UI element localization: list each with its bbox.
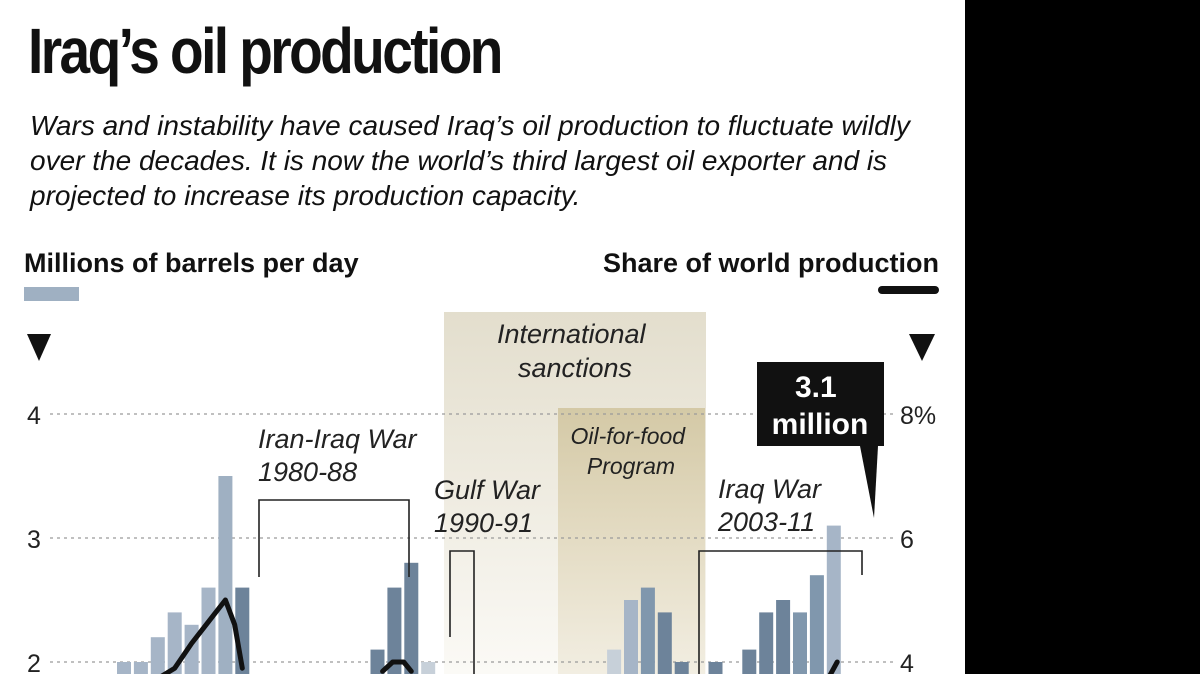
bars-legend-swatch: [24, 287, 79, 301]
production-bar: [404, 562, 419, 674]
share-line-segment: [827, 659, 840, 674]
production-bar: [607, 649, 622, 674]
left-tick-label: 3: [27, 526, 41, 554]
sanctions-annotation: International sanctions: [497, 319, 653, 383]
chart-canvas: Millions of barrels per day Share of wor…: [24, 248, 939, 674]
production-bar: [674, 662, 689, 674]
production-bar: [657, 612, 672, 674]
left-tick-label: 4: [27, 402, 41, 430]
production-bar: [117, 662, 131, 674]
production-bar: [809, 575, 824, 674]
callout-box: [757, 362, 884, 446]
chart-subtitle: Wars and instability have caused Iraq’s …: [30, 110, 910, 211]
iran-iraq-war-bracket: [258, 499, 410, 577]
infographic-panel: Iraq’s oil production Wars and instabili…: [0, 0, 965, 674]
right-axis-arrow-icon: [909, 334, 935, 361]
right-axis-label: Share of world production: [603, 248, 939, 278]
production-bar: [793, 612, 807, 674]
left-axis-label: Millions of barrels per day: [24, 248, 359, 278]
left-axis-arrow-icon: [27, 334, 51, 361]
production-bar: [150, 637, 165, 674]
share-line-segment: [160, 597, 245, 674]
production-bar: [826, 525, 841, 674]
production-bar: [708, 662, 723, 674]
share-line-segment: [380, 659, 414, 674]
production-bar: [387, 587, 402, 674]
oil-for-food-annotation: Oil-for-food Program: [570, 423, 691, 479]
production-bar: [167, 612, 182, 674]
page-title: Iraq’s oil production: [28, 15, 503, 87]
iran-iraq-war-annotation: Iran-Iraq War 1980-88: [258, 424, 424, 487]
line-legend-swatch: [878, 286, 939, 294]
share-line: [160, 597, 840, 674]
callout-label: 3.1 million: [772, 371, 869, 441]
production-bar: [640, 587, 655, 674]
gulf-war-annotation: Gulf War 1990-91: [434, 475, 548, 538]
production-bar: [759, 612, 774, 674]
iraq-war-bracket: [698, 550, 863, 674]
tick-labels: 4 3 2 8% 6 4: [27, 402, 936, 674]
production-bar: [776, 600, 791, 674]
production-bar: [218, 476, 233, 674]
right-tick-label: 4: [900, 650, 914, 674]
iraq-war-annotation: Iraq War 2003-11: [717, 474, 829, 537]
peak-callout: 3.1 million: [757, 362, 884, 518]
callout-pointer: [860, 446, 878, 518]
gulf-war-bracket: [449, 550, 475, 674]
right-tick-label: 6: [900, 526, 914, 554]
right-tick-label: 8%: [900, 402, 936, 430]
production-bar: [624, 600, 638, 674]
production-bar: [742, 649, 757, 674]
production-bar: [370, 649, 385, 674]
left-tick-label: 2: [27, 650, 41, 674]
production-bar: [133, 662, 148, 674]
production-bar: [421, 662, 436, 674]
production-bar: [201, 587, 216, 674]
